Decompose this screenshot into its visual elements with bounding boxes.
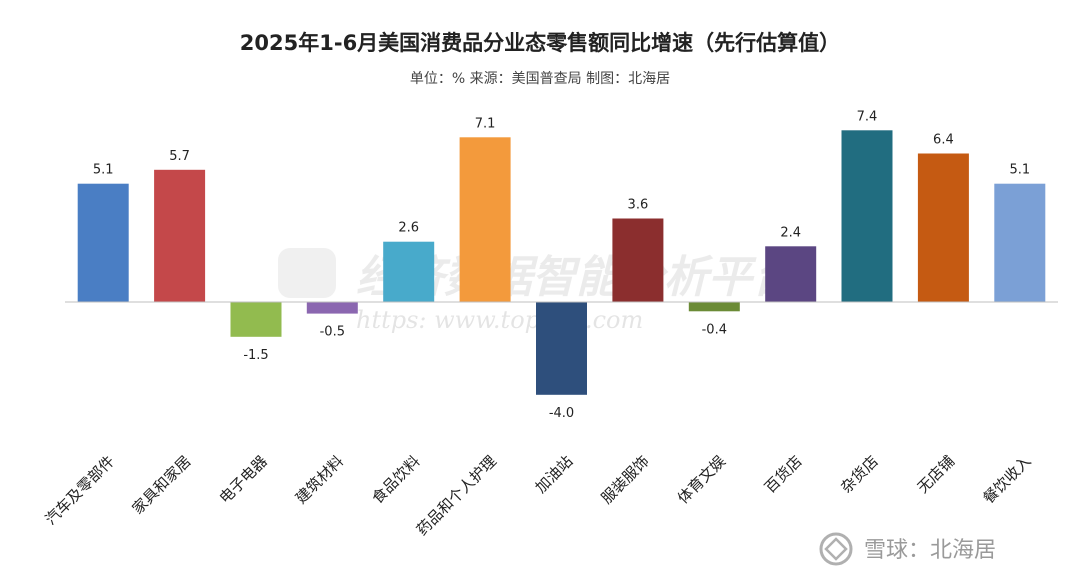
chart-title: 2025年1-6月美国消费品分业态零售额同比增速（先行估算值） (240, 31, 840, 55)
bar-7 (536, 302, 587, 395)
category-label-5: 食品饮料 (368, 452, 423, 507)
value-label-5: 2.6 (398, 221, 419, 236)
category-label-10: 百货店 (761, 452, 806, 497)
category-label-11: 杂货店 (837, 452, 882, 497)
bar-4 (306, 302, 358, 314)
value-label-1: 5.1 (93, 163, 114, 178)
category-label-7: 加油站 (532, 452, 577, 497)
bar-2 (154, 169, 206, 302)
category-label-1: 汽车及零部件 (42, 452, 118, 528)
value-labels: 5.1 5.7 -1.5 -0.5 2.6 7.1 -4.0 3.6 -0.4 2.4 7.4 6.4… (93, 109, 1030, 421)
bar-3 (230, 302, 282, 337)
value-label-3: -1.5 (243, 348, 268, 363)
footer-text: 雪球：北海居 (864, 538, 996, 563)
value-label-6: 7.1 (475, 116, 496, 131)
category-label-4: 建筑材料 (292, 452, 347, 507)
bar-5 (383, 241, 435, 302)
snowball-logo-icon (819, 532, 853, 566)
bar-12 (917, 153, 969, 302)
value-label-4: -0.5 (320, 325, 345, 340)
category-label-2: 家具和家居 (129, 452, 195, 518)
category-label-13: 餐饮收入 (979, 452, 1034, 507)
category-label-6: 药品和个人护理 (413, 452, 500, 539)
bars (77, 130, 1046, 395)
bar-9 (688, 302, 740, 312)
category-label-8: 服装服饰 (598, 452, 653, 507)
value-label-12: 6.4 (933, 133, 954, 148)
value-label-8: 3.6 (628, 198, 649, 213)
bar-8 (612, 218, 664, 302)
value-label-13: 5.1 (1009, 163, 1030, 178)
value-label-10: 2.4 (780, 225, 801, 240)
chart-subtitle: 单位：% 来源：美国普查局 制图：北海居 (410, 71, 670, 87)
value-label-11: 7.4 (857, 109, 878, 124)
bar-10 (765, 246, 817, 302)
bar-13 (994, 183, 1046, 302)
category-label-12: 无店铺 (914, 452, 959, 497)
bar-11 (841, 130, 893, 302)
value-label-2: 5.7 (169, 149, 190, 164)
watermark-logo-icon (278, 248, 336, 298)
category-label-9: 体育文娱 (674, 452, 729, 507)
value-label-9: -0.4 (702, 322, 727, 337)
footer: 雪球：北海居 (819, 532, 996, 566)
value-label-7: -4.0 (549, 406, 574, 421)
bar-6 (459, 137, 511, 302)
bar-1 (77, 183, 129, 302)
category-label-3: 电子电器 (216, 452, 271, 507)
watermark-url: https: www.topedb.com (356, 306, 643, 334)
